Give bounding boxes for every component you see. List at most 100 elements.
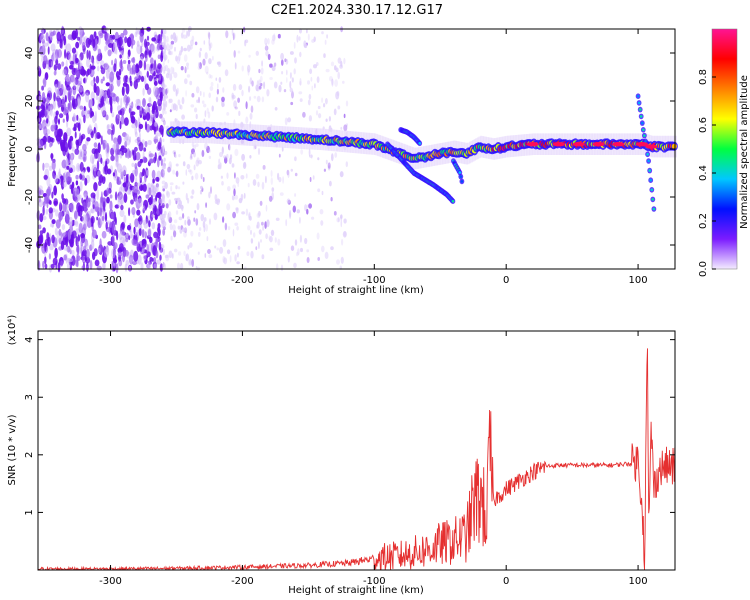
- ridge-peak: [612, 142, 625, 147]
- noise-speck: [77, 234, 81, 242]
- noise-speck: [153, 263, 158, 269]
- noise-speck: [226, 112, 230, 116]
- noise-speck: [165, 100, 168, 108]
- noise-speck: [208, 58, 212, 65]
- noise-speck: [186, 163, 191, 170]
- noise-speck: [48, 253, 52, 260]
- noise-speck: [66, 43, 72, 54]
- noise-speck: [130, 115, 136, 124]
- noise-speck: [280, 52, 284, 61]
- noise-speck: [45, 32, 49, 42]
- noise-speck: [83, 149, 87, 156]
- noise-speck: [129, 185, 135, 191]
- noise-speck: [89, 259, 93, 270]
- noise-speck: [75, 41, 80, 49]
- noise-speck: [189, 44, 193, 50]
- noise-speck: [83, 193, 87, 200]
- noise-speck: [158, 203, 161, 211]
- noise-speck: [115, 263, 119, 274]
- noise-speck: [97, 170, 101, 177]
- noise-speck: [340, 219, 343, 228]
- noise-speck: [317, 157, 320, 161]
- noise-speck: [231, 163, 235, 168]
- noise-speck: [63, 35, 66, 46]
- noise-speck: [89, 63, 92, 74]
- noise-speck: [128, 235, 131, 241]
- branch-core: [451, 199, 455, 203]
- noise-speck: [122, 60, 127, 64]
- noise-speck: [166, 36, 169, 43]
- noise-speck: [321, 97, 324, 103]
- noise-speck: [208, 38, 211, 46]
- noise-speck: [174, 154, 177, 158]
- noise-speck: [129, 75, 132, 84]
- noise-speck: [201, 149, 205, 158]
- noise-speck: [159, 254, 162, 261]
- noise-speck: [190, 153, 193, 159]
- branch-core: [638, 108, 642, 111]
- noise-speck: [142, 88, 145, 96]
- noise-speck: [161, 117, 166, 123]
- noise-speck: [162, 228, 166, 236]
- noise-speck: [222, 239, 227, 248]
- noise-speck: [61, 174, 63, 186]
- noise-speck: [194, 41, 198, 46]
- noise-speck: [142, 254, 147, 261]
- heatmap-x-ticks: -300 -200 -100 0 100: [99, 29, 648, 286]
- noise-speck: [271, 187, 275, 192]
- noise-speck: [61, 61, 65, 67]
- noise-speck: [186, 74, 191, 78]
- noise-speck: [46, 118, 49, 124]
- branch-core: [644, 140, 647, 143]
- noise-speck: [168, 51, 172, 56]
- noise-speck: [157, 157, 160, 168]
- noise-speck: [170, 185, 173, 192]
- noise-speck: [242, 162, 247, 169]
- noise-speck: [58, 168, 61, 177]
- noise-speck: [76, 253, 79, 263]
- noise-speck: [109, 200, 113, 211]
- noise-speck: [175, 89, 178, 97]
- noise-speck: [145, 54, 148, 62]
- noise-speck: [175, 89, 178, 97]
- noise-speck: [261, 181, 265, 190]
- noise-speck: [75, 174, 79, 180]
- noise-speck: [266, 219, 270, 228]
- noise-speck: [100, 135, 103, 146]
- noise-speck: [164, 64, 169, 72]
- noise-speck: [43, 77, 47, 88]
- noise-speck: [78, 222, 83, 234]
- noise-speck: [236, 252, 239, 258]
- noise-speck: [226, 153, 229, 159]
- noise-speck: [91, 70, 95, 76]
- noise-speck: [194, 172, 199, 180]
- noise-speck: [286, 169, 290, 176]
- noise-speck: [231, 195, 235, 201]
- noise-speck: [162, 144, 165, 150]
- noise-speck: [125, 138, 131, 146]
- noise-speck: [333, 108, 337, 116]
- noise-speck: [164, 150, 168, 155]
- snr-x-tick-label: -200: [231, 576, 254, 587]
- noise-speck: [47, 46, 50, 55]
- noise-speck: [52, 30, 56, 36]
- noise-speck: [155, 94, 160, 100]
- noise-speck: [156, 43, 161, 51]
- noise-speck: [148, 153, 154, 158]
- noise-speck: [209, 86, 214, 91]
- noise-speck: [111, 248, 116, 259]
- noise-speck: [72, 114, 77, 123]
- noise-speck: [308, 148, 311, 157]
- noise-speck: [233, 100, 238, 109]
- noise-speck: [162, 88, 166, 96]
- noise-speck: [148, 203, 153, 209]
- noise-speck: [75, 67, 79, 76]
- noise-speck: [186, 65, 189, 70]
- noise-speck: [58, 118, 60, 125]
- ridge-peak: [552, 142, 565, 147]
- noise-speck: [265, 175, 267, 184]
- noise-speck: [63, 246, 68, 251]
- snr-panel: -300 -200 -100 0 100 1 2 3 4 Height of straight…: [7, 315, 676, 596]
- noise-speck: [175, 170, 179, 177]
- noise-speck: [110, 147, 115, 156]
